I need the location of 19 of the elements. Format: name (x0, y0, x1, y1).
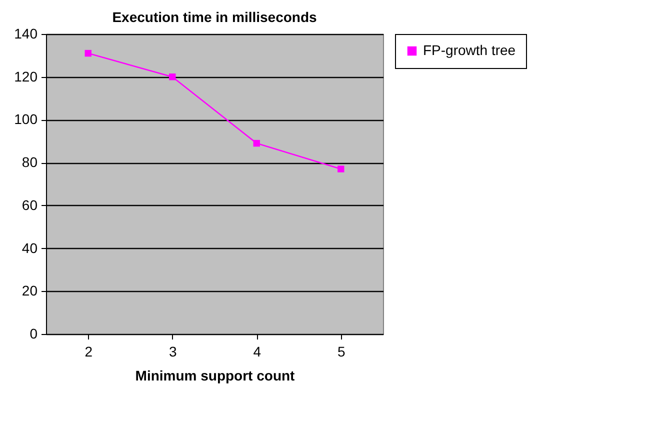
y-tick-label: 80 (22, 154, 38, 170)
y-tick-label: 100 (14, 111, 38, 128)
x-tick-label: 5 (337, 344, 346, 360)
y-tick-label: 60 (22, 196, 38, 213)
x-tick-label: 4 (253, 344, 262, 360)
point (338, 166, 344, 172)
x-axis-title: Minimum support count (135, 368, 296, 384)
y-tick-label: 40 (22, 240, 38, 256)
point (253, 140, 260, 147)
x-tick-label: 2 (84, 344, 93, 360)
x-tick-label: 3 (168, 344, 177, 360)
y-tick-label: 120 (14, 68, 38, 84)
legend-label: FP-growth tree (423, 42, 516, 58)
y-tick-label: 140 (14, 26, 38, 42)
point (169, 74, 176, 80)
y-tick-label: 20 (22, 282, 38, 299)
chart-title: Execution time in milliseconds (112, 9, 318, 25)
point (84, 50, 92, 57)
y-tick-label: 0 (30, 326, 38, 342)
